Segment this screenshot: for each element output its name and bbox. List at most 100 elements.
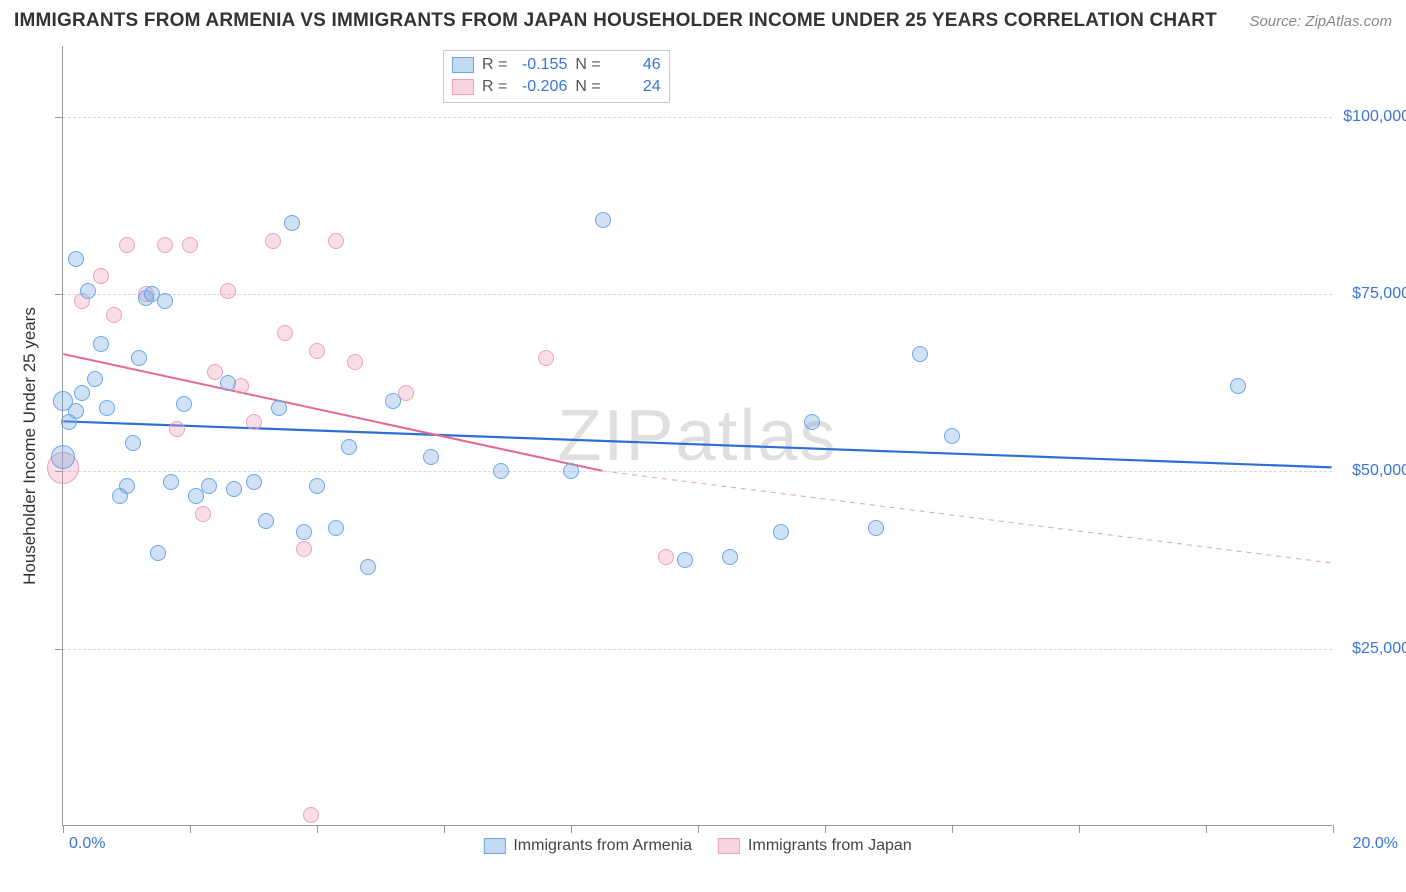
x-axis-min-label: 0.0%	[69, 835, 105, 853]
data-point	[493, 463, 509, 479]
data-point	[106, 307, 122, 323]
data-point	[93, 336, 109, 352]
gridline	[63, 471, 1332, 472]
data-point	[423, 449, 439, 465]
n-label: N =	[575, 76, 600, 98]
data-point	[538, 350, 554, 366]
x-tick	[952, 825, 953, 833]
data-point	[385, 393, 401, 409]
data-point	[246, 474, 262, 490]
data-point	[722, 549, 738, 565]
x-tick	[190, 825, 191, 833]
data-point	[944, 428, 960, 444]
correlation-legend: R = -0.155 N = 46 R = -0.206 N = 24	[443, 50, 670, 103]
data-point	[284, 215, 300, 231]
watermark-text: ZIPatlas	[557, 395, 837, 477]
x-tick	[825, 825, 826, 833]
n-value-japan: 24	[609, 76, 661, 98]
series-legend: Immigrants from Armenia Immigrants from …	[483, 837, 911, 855]
x-tick	[1333, 825, 1334, 833]
data-point	[226, 481, 242, 497]
legend-label-armenia: Immigrants from Armenia	[513, 837, 692, 855]
data-point	[258, 513, 274, 529]
gridline	[63, 649, 1332, 650]
legend-row-japan: R = -0.206 N = 24	[452, 76, 661, 98]
data-point	[296, 524, 312, 540]
data-point	[157, 293, 173, 309]
data-point	[87, 371, 103, 387]
y-tick	[55, 294, 63, 295]
data-point	[296, 541, 312, 557]
trend-lines	[63, 46, 1332, 825]
gridline	[63, 294, 1332, 295]
data-point	[119, 237, 135, 253]
y-tick-label: $100,000	[1338, 108, 1406, 126]
data-point	[246, 414, 262, 430]
data-point	[563, 463, 579, 479]
data-point	[195, 506, 211, 522]
x-tick	[444, 825, 445, 833]
x-tick	[63, 825, 64, 833]
legend-row-armenia: R = -0.155 N = 46	[452, 54, 661, 76]
data-point	[265, 233, 281, 249]
legend-item-japan: Immigrants from Japan	[718, 837, 912, 855]
data-point	[163, 474, 179, 490]
data-point	[658, 549, 674, 565]
data-point	[271, 400, 287, 416]
x-tick	[317, 825, 318, 833]
data-point	[125, 435, 141, 451]
data-point	[74, 385, 90, 401]
y-tick-label: $25,000	[1338, 640, 1406, 658]
data-point	[93, 268, 109, 284]
data-point	[68, 251, 84, 267]
data-point	[677, 552, 693, 568]
data-point	[347, 354, 363, 370]
swatch-japan-icon	[452, 79, 474, 95]
y-tick-label: $50,000	[1338, 462, 1406, 480]
x-tick	[571, 825, 572, 833]
data-point	[119, 478, 135, 494]
swatch-japan-icon	[718, 838, 740, 854]
data-point	[201, 478, 217, 494]
data-point	[1230, 378, 1246, 394]
swatch-armenia-icon	[483, 838, 505, 854]
x-tick	[1079, 825, 1080, 833]
data-point	[99, 400, 115, 416]
data-point	[868, 520, 884, 536]
data-point	[773, 524, 789, 540]
data-point	[309, 343, 325, 359]
data-point	[328, 520, 344, 536]
r-value-japan: -0.206	[515, 76, 567, 98]
legend-label-japan: Immigrants from Japan	[748, 837, 912, 855]
y-axis-title: Householder Income Under 25 years	[20, 307, 40, 585]
y-tick	[55, 649, 63, 650]
data-point	[157, 237, 173, 253]
scatter-plot: ZIPatlas R = -0.155 N = 46 R = -0.206 N …	[62, 46, 1332, 826]
source-label: Source: ZipAtlas.com	[1249, 13, 1392, 30]
data-point	[303, 807, 319, 823]
data-point	[220, 375, 236, 391]
x-tick	[698, 825, 699, 833]
chart-title: IMMIGRANTS FROM ARMENIA VS IMMIGRANTS FR…	[14, 10, 1217, 32]
data-point	[220, 283, 236, 299]
y-tick	[55, 117, 63, 118]
swatch-armenia-icon	[452, 57, 474, 73]
r-value-armenia: -0.155	[515, 54, 567, 76]
data-point	[68, 403, 84, 419]
data-point	[804, 414, 820, 430]
data-point	[51, 445, 75, 469]
data-point	[277, 325, 293, 341]
data-point	[328, 233, 344, 249]
r-label: R =	[482, 54, 507, 76]
r-label: R =	[482, 76, 507, 98]
gridline	[63, 117, 1332, 118]
data-point	[169, 421, 185, 437]
data-point	[150, 545, 166, 561]
x-axis-max-label: 20.0%	[1353, 835, 1398, 853]
data-point	[309, 478, 325, 494]
x-tick	[1206, 825, 1207, 833]
data-point	[360, 559, 376, 575]
data-point	[80, 283, 96, 299]
data-point	[595, 212, 611, 228]
data-point	[176, 396, 192, 412]
